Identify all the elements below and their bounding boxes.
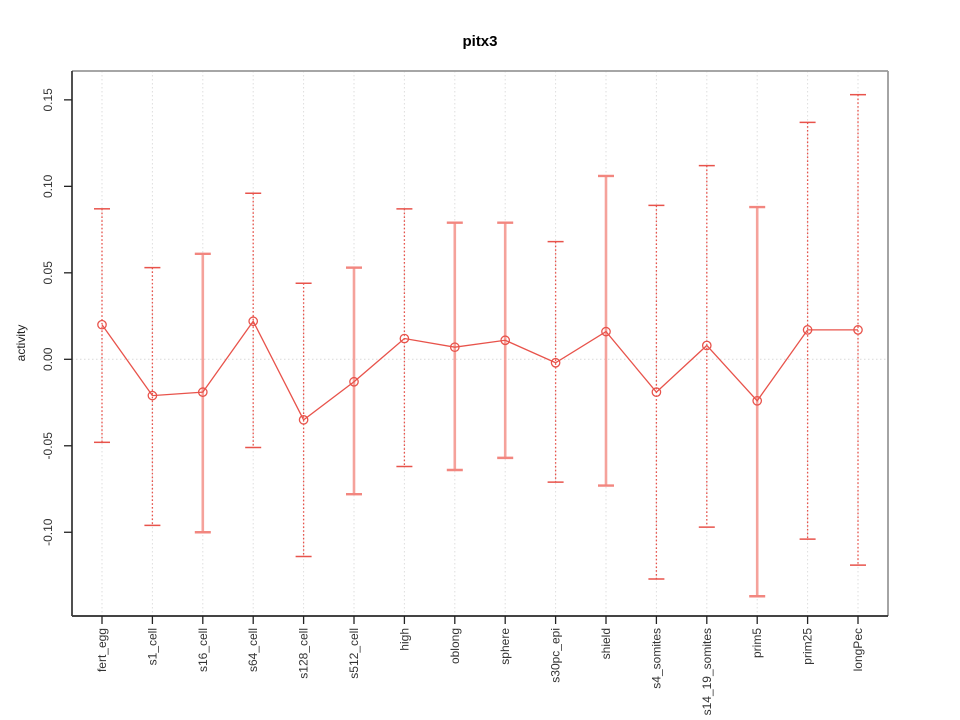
x-tick-label: s512_cell <box>347 628 361 679</box>
data-point-marker <box>349 376 359 387</box>
x-tick-label: s14_19_somites <box>700 628 714 715</box>
plot-frame <box>71 70 889 617</box>
x-tick-label: prim25 <box>801 628 815 665</box>
x-tick-label: s4_somites <box>649 628 663 689</box>
y-tick-label: 0.00 <box>41 347 55 371</box>
data-point-marker <box>802 325 813 335</box>
chart-title: pitx3 <box>462 33 498 50</box>
x-axis: fert_egg s1_cell s16_cell s64_cell s128_cell… <box>95 616 865 715</box>
x-tick-label: oblong <box>448 628 462 664</box>
data-point-marker <box>97 319 107 330</box>
data-point-marker <box>500 335 511 346</box>
data-point-marker <box>701 340 712 351</box>
y-tick-label: 0.10 <box>41 174 55 198</box>
data-point-marker <box>197 387 208 398</box>
x-tick-label: longPec <box>851 628 865 671</box>
data-point-marker <box>651 387 662 398</box>
data-points <box>97 316 863 425</box>
data-point-marker <box>853 325 863 335</box>
data-point-marker <box>550 357 561 368</box>
x-tick-label: shield <box>599 628 613 659</box>
x-tick-label: high <box>397 628 411 651</box>
data-point-marker <box>147 390 158 401</box>
y-tick-label: 0.15 <box>41 88 55 112</box>
x-tick-label: fert_egg <box>95 628 109 672</box>
y-tick-label: -0.05 <box>41 432 55 460</box>
x-tick-label: s1_cell <box>145 628 159 665</box>
x-tick-label: s128_cell <box>297 628 311 679</box>
x-tick-label: sphere <box>498 628 512 665</box>
x-tick-label: s30pc_epi <box>549 628 563 683</box>
x-tick-label: prim5 <box>750 628 764 658</box>
data-point-marker <box>399 333 410 344</box>
error-bars <box>94 93 866 598</box>
data-point-marker <box>449 342 460 353</box>
y-tick-label: 0.05 <box>41 261 55 285</box>
y-axis: 0.15 0.10 0.05 0.00 -0.05 -0.10 <box>41 88 72 546</box>
y-axis-label: activity <box>14 325 28 362</box>
x-tick-label: s64_cell <box>246 628 260 672</box>
x-tick-label: s16_cell <box>196 628 210 672</box>
data-point-marker <box>248 316 259 327</box>
data-point-marker <box>752 395 763 406</box>
data-point-marker <box>298 414 309 425</box>
data-point-marker <box>601 326 611 337</box>
y-tick-label: -0.10 <box>41 518 55 546</box>
series-line <box>101 319 858 421</box>
